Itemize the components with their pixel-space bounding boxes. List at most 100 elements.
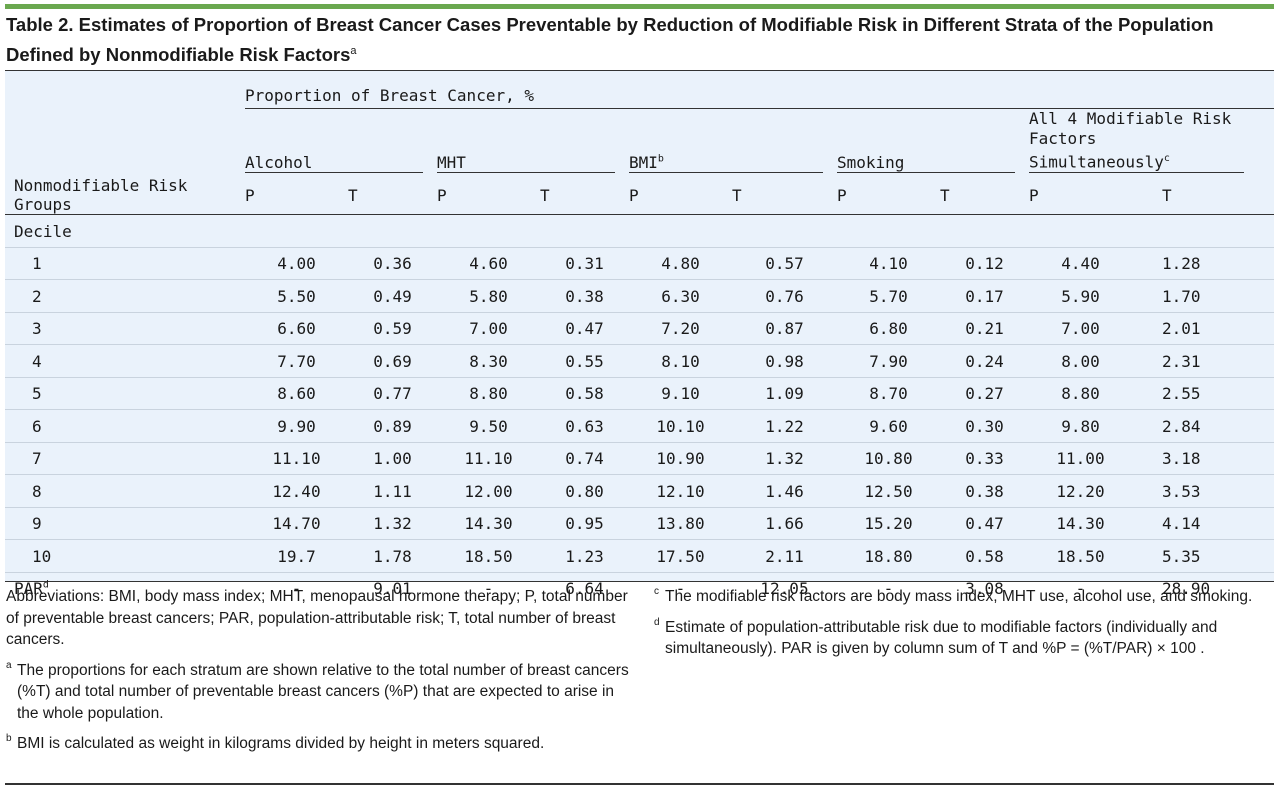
subheader-p: P bbox=[629, 176, 732, 216]
table-cell: 8.80 bbox=[437, 377, 540, 411]
table-cell: 10.10 bbox=[629, 409, 732, 443]
table-cell: 8.10 bbox=[629, 344, 732, 378]
subheader-t: T bbox=[540, 176, 629, 216]
row-label: 5 bbox=[5, 377, 245, 411]
table-cell: 0.98 bbox=[732, 344, 837, 378]
table-cell: 0.74 bbox=[540, 442, 629, 476]
table-cell: 0.38 bbox=[940, 474, 1029, 508]
row-label: PARd bbox=[14, 579, 49, 599]
table-cell: 1.78 bbox=[348, 539, 437, 573]
footnote-mark: a bbox=[6, 659, 12, 671]
table-row: 3 6.60 0.59 7.00 0.47 7.20 0.87 6.80 0.21 7.00 2.0… bbox=[5, 312, 1274, 346]
table-cell: 6.30 bbox=[629, 279, 732, 313]
table-cell: 15.20 bbox=[837, 507, 940, 541]
table-cell: 0.95 bbox=[540, 507, 629, 541]
subheader-t: T bbox=[732, 176, 837, 216]
table-cell: 12.50 bbox=[837, 474, 940, 508]
table-cell: 3.53 bbox=[1132, 474, 1274, 508]
row-label: 8 bbox=[5, 474, 245, 508]
table-cell: - bbox=[291, 579, 302, 599]
table-cell: 8.70 bbox=[837, 377, 940, 411]
table-cell: 5.80 bbox=[437, 279, 540, 313]
table-cell: 3.18 bbox=[1132, 442, 1274, 476]
table-cell: 13.80 bbox=[629, 507, 732, 541]
par-row: PARd - 9.01 - 6.64 - 12.05 - 3.08 - 28.90 bbox=[5, 572, 1274, 605]
data-table-container: Proportion of Breast Cancer, % Alcohol M… bbox=[5, 70, 1274, 598]
table-cell: 0.69 bbox=[348, 344, 437, 378]
table-cell: 28.90 bbox=[1162, 579, 1211, 599]
table-cell: 0.80 bbox=[540, 474, 629, 508]
table-cell: 0.89 bbox=[348, 409, 437, 443]
table-cell: 1.46 bbox=[732, 474, 837, 508]
row-label: 1 bbox=[5, 247, 245, 281]
table-cell: 6.80 bbox=[837, 312, 940, 346]
table-cell: 0.47 bbox=[940, 507, 1029, 541]
table-cell: 19.7 bbox=[245, 539, 348, 573]
table-cell: 11.10 bbox=[245, 442, 348, 476]
table-cell: 4.80 bbox=[629, 247, 732, 281]
footnote-mark: c bbox=[654, 586, 659, 597]
table-cell: 7.00 bbox=[437, 312, 540, 346]
table-cell: 0.38 bbox=[540, 279, 629, 313]
table-cell: 1.28 bbox=[1132, 247, 1274, 281]
table-cell: 0.58 bbox=[940, 539, 1029, 573]
table-cell: 8.80 bbox=[1029, 377, 1132, 411]
subheader-t: T bbox=[348, 176, 437, 216]
table-cell: 14.30 bbox=[437, 507, 540, 541]
abbreviations-note: Abbreviations: BMI, body mass index; MHT… bbox=[6, 588, 628, 648]
table-row: 6 9.90 0.89 9.50 0.63 10.10 1.22 9.60 0.30 9.80 2.… bbox=[5, 409, 1274, 443]
table-title-text: Table 2. Estimates of Proportion of Brea… bbox=[6, 14, 1214, 66]
table-cell: 7.90 bbox=[837, 344, 940, 378]
table-cell: 4.60 bbox=[437, 247, 540, 281]
group-header-bmi: BMIb bbox=[629, 109, 837, 176]
footnote-mark: b bbox=[6, 733, 12, 744]
row-label: 10 bbox=[5, 539, 245, 573]
table-cell: 0.47 bbox=[540, 312, 629, 346]
table-cell: 0.63 bbox=[540, 409, 629, 443]
table-row: 4 7.70 0.69 8.30 0.55 8.10 0.98 7.90 0.24 8.00 2.3… bbox=[5, 344, 1274, 378]
table-cell: 2.31 bbox=[1132, 344, 1274, 378]
table-cell: 5.70 bbox=[837, 279, 940, 313]
table-cell: 0.59 bbox=[348, 312, 437, 346]
table-cell: 0.33 bbox=[940, 442, 1029, 476]
table-cell: 12.00 bbox=[437, 474, 540, 508]
table-cell: 9.80 bbox=[1029, 409, 1132, 443]
table-cell: 0.36 bbox=[348, 247, 437, 281]
footnote-a: a The proportions for each stratum are s… bbox=[6, 660, 631, 734]
row-label: 3 bbox=[5, 312, 245, 346]
table-cell: - bbox=[1075, 579, 1086, 599]
table-cell: 0.30 bbox=[940, 409, 1029, 443]
table-cell: 9.90 bbox=[245, 409, 348, 443]
par-footnote-mark: d bbox=[42, 580, 49, 591]
subheader-t: T bbox=[940, 176, 1029, 216]
table-cell: 14.70 bbox=[245, 507, 348, 541]
table-row: 2 5.50 0.49 5.80 0.38 6.30 0.76 5.70 0.17 5.90 1.7… bbox=[5, 279, 1274, 313]
table-cell: 12.20 bbox=[1029, 474, 1132, 508]
table-row: 5 8.60 0.77 8.80 0.58 9.10 1.09 8.70 0.27 8.80 2.5… bbox=[5, 377, 1274, 411]
table-cell: - bbox=[675, 579, 686, 599]
table-cell: 0.58 bbox=[540, 377, 629, 411]
footnote-text: The modifiable risk factors are body mas… bbox=[665, 588, 1253, 605]
footnote-b: b BMI is calculated as weight in kilogra… bbox=[6, 733, 631, 764]
table-cell: 0.55 bbox=[540, 344, 629, 378]
top-accent-rule bbox=[5, 4, 1274, 9]
table-cell: 0.49 bbox=[348, 279, 437, 313]
group-header-mht: MHT bbox=[437, 109, 629, 176]
table-cell: 12.40 bbox=[245, 474, 348, 508]
table-cell: 1.66 bbox=[732, 507, 837, 541]
table-cell: 3.08 bbox=[965, 579, 1004, 599]
table-cell: 0.17 bbox=[940, 279, 1029, 313]
subheader-p: P bbox=[437, 176, 540, 216]
table-cell: 0.87 bbox=[732, 312, 837, 346]
table-row: 8 12.40 1.11 12.00 0.80 12.10 1.46 12.50 0.38 12.… bbox=[5, 474, 1274, 508]
table-cell: 7.00 bbox=[1029, 312, 1132, 346]
row-label: 9 bbox=[5, 507, 245, 541]
data-table: Proportion of Breast Cancer, % Alcohol M… bbox=[5, 71, 1274, 605]
table-cell: 18.50 bbox=[1029, 539, 1132, 573]
subheader-t: T bbox=[1132, 176, 1274, 216]
row-label: 2 bbox=[5, 279, 245, 313]
table-cell: 0.21 bbox=[940, 312, 1029, 346]
footnote-text: The proportions for each stratum are sho… bbox=[17, 661, 629, 722]
table-cell: 2.55 bbox=[1132, 377, 1274, 411]
table-cell: 0.76 bbox=[732, 279, 837, 313]
